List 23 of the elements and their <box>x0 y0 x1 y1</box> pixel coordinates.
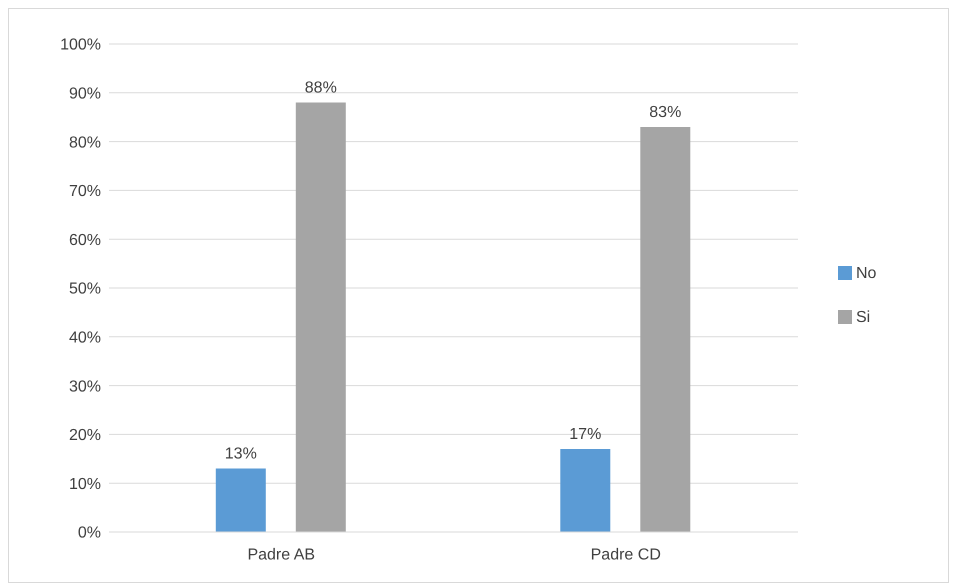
y-tick-label: 0% <box>78 524 101 542</box>
x-tick-label: Padre CD <box>590 546 661 564</box>
data-label: 83% <box>649 104 682 121</box>
data-label: 13% <box>224 446 257 463</box>
y-tick-label: 100% <box>60 36 101 54</box>
data-label: 88% <box>304 80 337 97</box>
bar <box>296 102 346 532</box>
y-tick-label: 20% <box>68 427 101 444</box>
y-tick-label: 10% <box>68 476 101 493</box>
y-tick-label: 90% <box>68 85 101 102</box>
y-tick-label: 70% <box>68 183 101 200</box>
y-tick-label: 30% <box>68 378 101 396</box>
y-tick-label: 80% <box>68 134 101 152</box>
legend-label: No <box>856 264 876 282</box>
y-tick-label: 40% <box>68 329 101 346</box>
bar <box>216 468 266 532</box>
legend-label: Si <box>856 308 870 326</box>
x-tick-label: Padre AB <box>247 546 316 564</box>
y-tick-label: 60% <box>68 232 101 249</box>
bar <box>640 126 690 532</box>
y-tick-label: 50% <box>68 280 101 298</box>
data-label: 17% <box>569 426 602 444</box>
bar <box>560 449 610 532</box>
